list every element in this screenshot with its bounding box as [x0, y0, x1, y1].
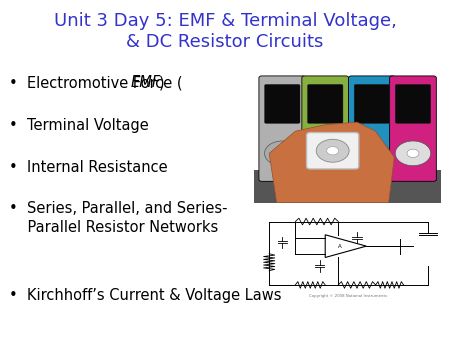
FancyBboxPatch shape: [259, 76, 306, 181]
FancyBboxPatch shape: [349, 76, 395, 181]
Text: •  Kirchhoff’s Current & Voltage Laws: • Kirchhoff’s Current & Voltage Laws: [9, 288, 282, 303]
FancyBboxPatch shape: [395, 84, 431, 123]
FancyBboxPatch shape: [306, 132, 359, 169]
Text: Unit 3 Day 5: EMF & Terminal Voltage,
& DC Resistor Circuits: Unit 3 Day 5: EMF & Terminal Voltage, & …: [54, 12, 396, 51]
Circle shape: [354, 141, 390, 166]
Text: ): ): [158, 75, 164, 90]
Circle shape: [307, 141, 343, 166]
Circle shape: [265, 141, 300, 166]
FancyBboxPatch shape: [265, 84, 300, 123]
Circle shape: [395, 141, 431, 166]
Text: •  Electromotive Force (: • Electromotive Force (: [9, 75, 183, 90]
FancyBboxPatch shape: [307, 84, 343, 123]
Text: A: A: [338, 244, 342, 249]
FancyBboxPatch shape: [354, 84, 390, 123]
Circle shape: [327, 147, 339, 155]
Circle shape: [316, 139, 349, 162]
Text: •  Series, Parallel, and Series-
    Parallel Resistor Networks: • Series, Parallel, and Series- Parallel…: [9, 201, 228, 235]
FancyBboxPatch shape: [302, 76, 349, 181]
Text: •  Internal Resistance: • Internal Resistance: [9, 160, 167, 175]
Polygon shape: [269, 122, 394, 203]
FancyBboxPatch shape: [390, 76, 436, 181]
Circle shape: [276, 149, 288, 158]
Circle shape: [319, 149, 331, 158]
FancyBboxPatch shape: [254, 170, 441, 203]
Text: •  Terminal Voltage: • Terminal Voltage: [9, 118, 149, 132]
Text: Copyright © 2008 National Instruments: Copyright © 2008 National Instruments: [309, 294, 387, 298]
Circle shape: [366, 149, 378, 158]
Text: EMF: EMF: [130, 75, 161, 90]
Circle shape: [407, 149, 419, 158]
